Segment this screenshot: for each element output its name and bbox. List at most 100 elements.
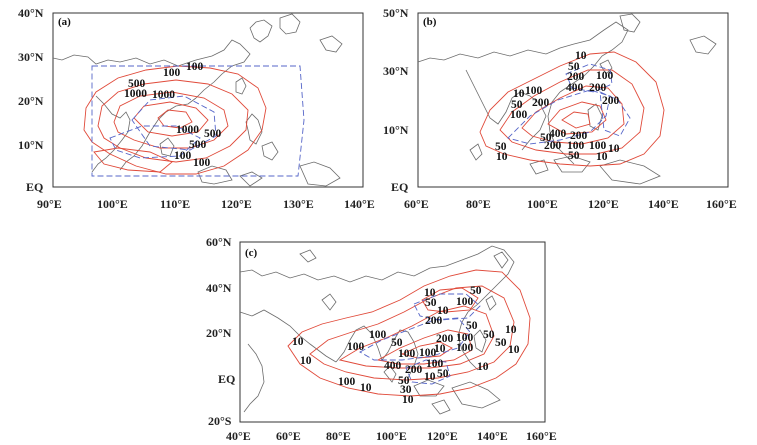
panel-c-letter: (c) (245, 247, 258, 259)
lon-tick-label: 160°E (706, 197, 737, 211)
contour-label: 10 (360, 382, 372, 394)
panel-b-coastlines (417, 13, 717, 185)
contour-label: 200 (544, 140, 562, 152)
panel-b-contour-labels: 10 50 200 100 400 200 100 10 50 200 100 … (495, 50, 620, 163)
panel-b-lat-axis: 50°N 30°N 10°N EQ (383, 6, 409, 194)
contour-label: 400 (549, 128, 567, 140)
contour-label: 10 (575, 50, 587, 62)
contour-label: 10 (496, 151, 508, 163)
panel-c-contours (287, 269, 531, 397)
contour-label: 100 (456, 342, 474, 354)
contour-label: 500 (128, 78, 146, 90)
contour-label: 10 (300, 355, 312, 367)
lat-tick-label: 20°S (208, 414, 232, 428)
contour-label: 100 (347, 341, 365, 353)
contour-label: 10 (424, 287, 436, 299)
lat-tick-label: 50°N (383, 6, 409, 20)
contour-label: 30 (400, 384, 412, 396)
contour-label: 50 (568, 150, 580, 162)
contour-label: 100 (163, 67, 181, 79)
lon-tick-label: 40°E (226, 429, 251, 443)
lon-tick-label: 120°E (221, 197, 252, 211)
panel-a: (a) (18, 6, 375, 211)
contour-label: 1000 (152, 89, 175, 101)
lon-tick-label: 120°E (427, 429, 458, 443)
contour-label: 100 (193, 157, 211, 169)
contour-label: 100 (510, 109, 528, 121)
panel-c-lon-axis: 40°E 60°E 80°E 100°E 120°E 140°E 160°E (226, 429, 557, 443)
contour-label: 200 (436, 333, 454, 345)
panel-b-contours (479, 51, 665, 167)
contour-label: 10 (508, 344, 520, 356)
lat-tick-label: EQ (26, 180, 43, 194)
lon-tick-label: 110°E (160, 197, 190, 211)
lat-tick-label: 40°N (206, 281, 232, 295)
lat-tick-label: 10°N (383, 123, 409, 137)
contour-label: 50 (437, 368, 449, 380)
contour-label: 100 (589, 140, 607, 152)
contour-label: 10 (434, 343, 446, 355)
contour-label: 100 (419, 347, 437, 359)
panel-b: (b) 10 50 200 1 (383, 6, 737, 211)
lat-tick-label: 60°N (206, 235, 232, 249)
contour-label: 100 (186, 61, 204, 73)
contour-label: 50 (540, 132, 552, 144)
contour-label: 500 (204, 128, 222, 140)
lat-tick-label: EQ (218, 372, 235, 386)
contour-label: 200 (425, 315, 443, 327)
contour-label: 200 (570, 130, 588, 142)
contour-label: 100 (426, 358, 444, 370)
lon-tick-label: 60°E (404, 197, 429, 211)
panel-a-lat-axis: 40°N 30°N 20°N 10°N EQ (18, 6, 44, 194)
panel-c-frame (239, 241, 546, 423)
contour-label: 50 (391, 337, 403, 349)
lat-tick-label: 30°N (383, 64, 409, 78)
lon-tick-label: 80°E (466, 197, 491, 211)
lat-tick-label: 20°N (18, 94, 44, 108)
contour-label: 200 (589, 82, 607, 94)
panel-a-letter: (a) (58, 16, 71, 28)
panel-c-lat-axis: 60°N 40°N 20°N EQ 20°S (206, 235, 235, 428)
contour-label: 400 (384, 360, 402, 372)
lon-tick-label: 120°E (588, 197, 619, 211)
lon-tick-label: 130°E (283, 197, 314, 211)
contour-label: 100 (369, 329, 387, 341)
lat-tick-label: 10°N (18, 138, 44, 152)
lon-tick-label: 80°E (326, 429, 351, 443)
lon-tick-label: 100°E (527, 197, 558, 211)
lon-tick-label: 160°E (526, 429, 557, 443)
contour-label: 1000 (176, 124, 199, 136)
lon-tick-label: 140°E (344, 197, 375, 211)
panel-b-letter: (b) (423, 16, 437, 28)
lon-tick-label: 60°E (276, 429, 301, 443)
contour-label: 100 (596, 70, 614, 82)
contour-label: 100 (456, 296, 474, 308)
contour-label: 10 (513, 88, 525, 100)
contour-label: 100 (456, 332, 474, 344)
panel-b-lon-axis: 60°E 80°E 100°E 120°E 140°E 160°E (404, 197, 737, 211)
contour-label: 50 (511, 99, 523, 111)
contour-label: 1000 (124, 88, 147, 100)
panel-a-contour-labels: 100 100 500 1000 1000 500 500 100 100 10… (124, 61, 222, 169)
lon-tick-label: 100°E (376, 429, 407, 443)
contour-label: 100 (174, 150, 192, 162)
contour-label: 50 (470, 285, 482, 297)
contour-label: 10 (505, 324, 517, 336)
lat-tick-label: 40°N (18, 6, 44, 20)
panel-c-contour-labels: 10 50 50 100 10 200 50 100 10 50 10 200 … (292, 285, 520, 406)
contour-label: 200 (567, 71, 585, 83)
lat-tick-label: EQ (391, 180, 408, 194)
contour-label: 200 (602, 95, 620, 107)
panel-a-contours (83, 65, 305, 177)
contour-label: 50 (495, 141, 507, 153)
contour-label: 50 (483, 329, 495, 341)
lat-tick-label: 20°N (206, 326, 232, 340)
lat-tick-label: 30°N (18, 50, 44, 64)
contour-label: 10 (292, 336, 304, 348)
lon-tick-label: 140°E (648, 197, 679, 211)
contour-label: 10 (477, 361, 489, 373)
panel-b-frame (417, 12, 729, 188)
lon-tick-label: 140°E (477, 429, 508, 443)
contour-label: 50 (398, 375, 410, 387)
